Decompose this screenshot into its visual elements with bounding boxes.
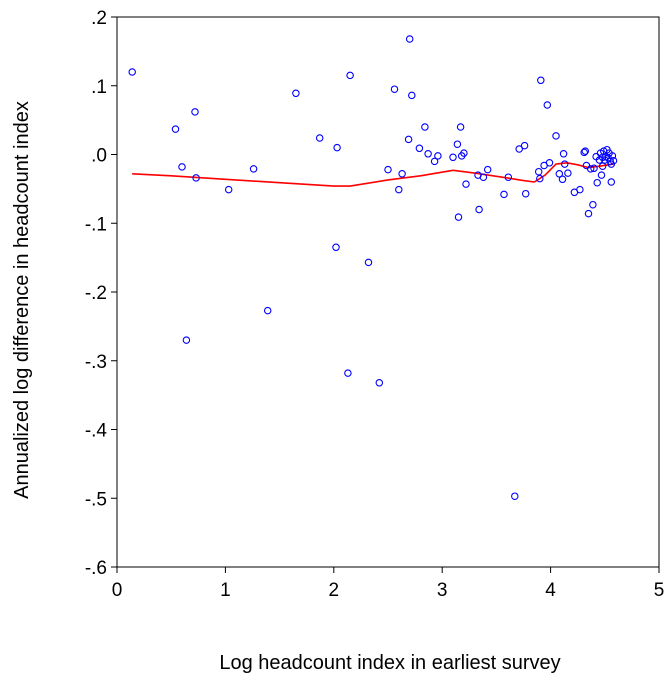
data-point [537, 76, 545, 85]
data-point [292, 89, 300, 98]
data-point [608, 152, 617, 160]
y-axis-label: Annualized log difference in headcount i… [11, 101, 33, 499]
data-point [390, 85, 399, 93]
data-point [462, 180, 470, 188]
data-point [475, 205, 483, 214]
data-point [456, 123, 465, 131]
data-point [171, 125, 180, 133]
x-tick-label: 0 [112, 580, 123, 601]
y-tick-label: -.1 [85, 214, 107, 235]
data-point [344, 369, 352, 377]
data-point [449, 153, 457, 162]
y-tick-label: .0 [91, 146, 107, 167]
data-point [564, 169, 572, 177]
data-point [404, 135, 413, 144]
data-point [224, 185, 233, 194]
fit-line-layer [132, 162, 614, 187]
data-point [560, 160, 569, 168]
data-point [559, 150, 568, 158]
data-point [454, 213, 463, 221]
data-point [249, 165, 258, 173]
data-point [536, 174, 544, 183]
scatter-points [128, 35, 618, 500]
data-point [479, 173, 488, 181]
fit-line [132, 162, 614, 187]
data-point [589, 200, 597, 209]
data-point [346, 71, 354, 80]
data-point [584, 209, 593, 218]
data-point [182, 336, 191, 344]
x-tick-label: 3 [437, 580, 448, 601]
x-tick-label: 5 [654, 580, 665, 601]
y-tick-label: -.3 [85, 352, 107, 373]
plot-border [116, 16, 660, 568]
data-point [430, 157, 439, 166]
data-point [424, 150, 432, 158]
data-point [364, 258, 373, 267]
data-point [375, 379, 384, 387]
data-point [453, 140, 462, 148]
data-point [500, 190, 508, 199]
data-point [555, 170, 564, 178]
data-point [576, 185, 584, 194]
data-point [395, 185, 403, 194]
data-point [552, 132, 560, 140]
data-point [263, 306, 272, 315]
data-point [192, 174, 200, 182]
plot-frame [116, 16, 660, 568]
x-axis-label: Log headcount index in earliest survey [219, 652, 560, 674]
data-point [504, 173, 513, 181]
data-point [483, 165, 492, 174]
y-tick-label: .1 [91, 77, 107, 98]
data-point [315, 134, 324, 142]
data-point [128, 68, 136, 76]
data-point [384, 165, 392, 174]
data-point [520, 141, 529, 150]
data-point [434, 152, 442, 160]
data-point [586, 165, 595, 173]
data-point [421, 123, 429, 131]
data-point [543, 101, 552, 109]
x-axis: 0 1 2 3 4 5 [112, 567, 665, 601]
data-point [607, 178, 616, 186]
data-point [405, 35, 414, 43]
data-point [333, 143, 341, 152]
y-tick-label: .2 [91, 8, 107, 29]
data-point [398, 170, 406, 178]
y-tick-label: -.2 [85, 283, 107, 304]
y-axis: .2 .1 .0 -.1 -.2 -.3 -.4 -.5 -.6 [85, 8, 117, 579]
y-tick-label: -.6 [85, 558, 107, 579]
y-tick-label: -.5 [85, 489, 107, 510]
data-point [558, 175, 567, 184]
x-tick-label: 1 [220, 580, 231, 601]
y-tick-label: -.4 [85, 421, 108, 442]
data-point [545, 159, 554, 167]
data-point [191, 108, 199, 116]
x-tick-label: 2 [329, 580, 340, 601]
data-point [460, 149, 468, 157]
data-point [581, 147, 590, 155]
data-point [597, 171, 606, 179]
data-point [521, 189, 530, 198]
x-tick-label: 4 [545, 580, 556, 601]
data-point [590, 164, 598, 173]
data-point [408, 91, 416, 100]
data-point [534, 167, 543, 176]
data-point [593, 178, 601, 187]
data-point [332, 243, 340, 252]
data-point [178, 163, 186, 171]
data-point [580, 148, 588, 157]
data-point [515, 145, 523, 153]
data-point [609, 156, 618, 165]
data-point [415, 144, 424, 153]
data-point [511, 492, 519, 500]
